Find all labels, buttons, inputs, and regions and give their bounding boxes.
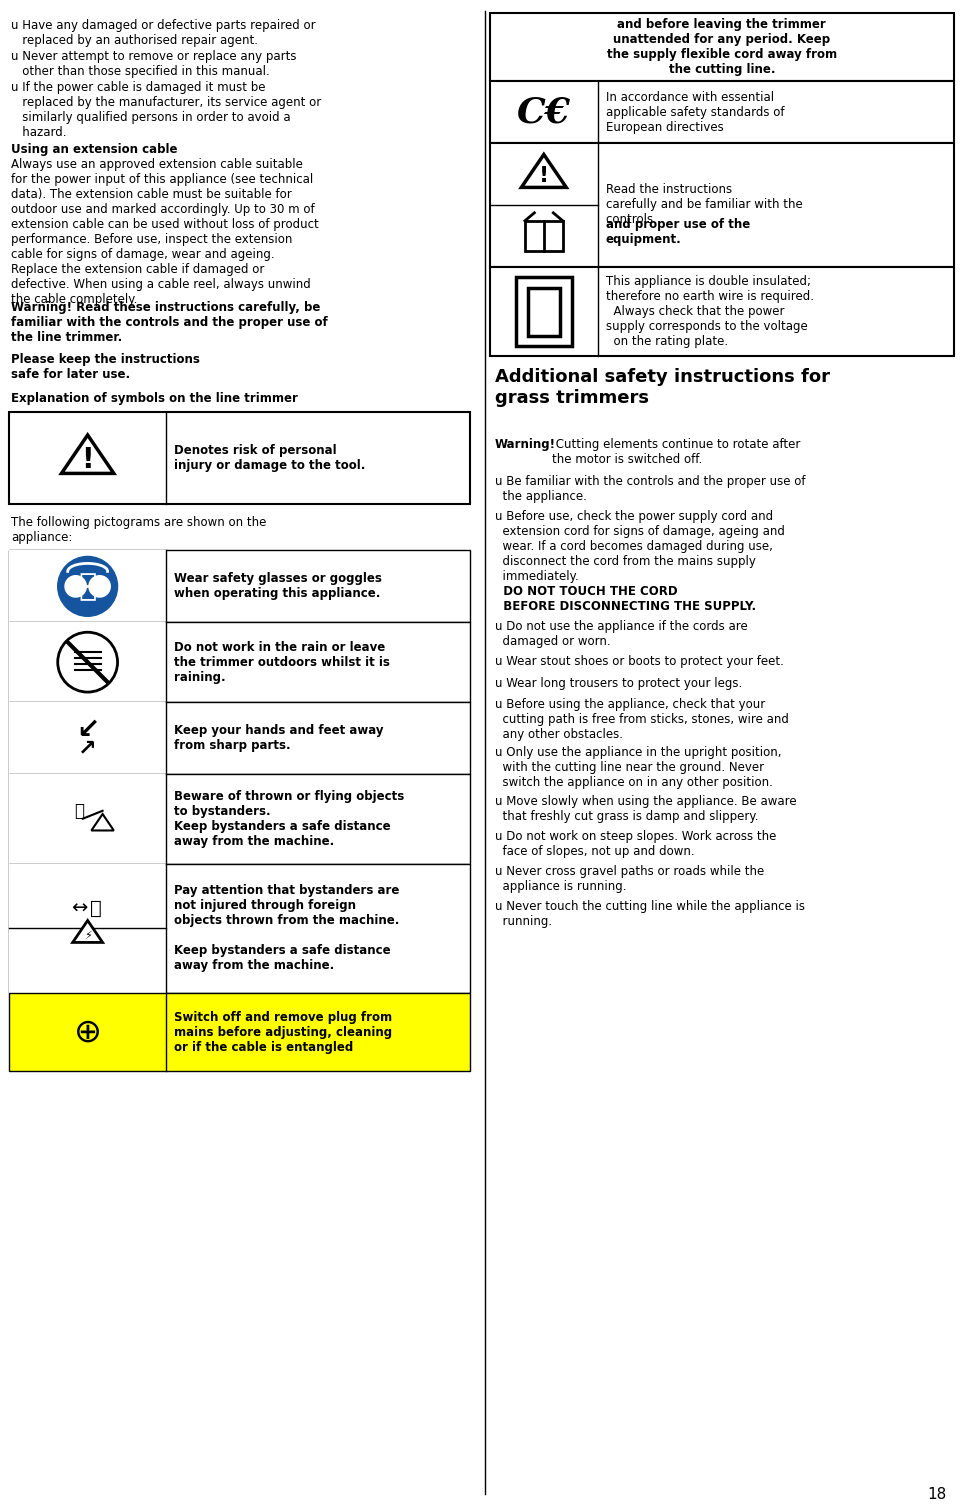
Text: Additional safety instructions for
grass trimmers: Additional safety instructions for grass… bbox=[495, 368, 830, 407]
Text: u If the power cable is damaged it must be
   replaced by the manufacturer, its : u If the power cable is damaged it must … bbox=[12, 81, 322, 139]
Text: u Wear stout shoes or boots to protect your feet.: u Wear stout shoes or boots to protect y… bbox=[495, 656, 783, 668]
Text: DO NOT TOUCH THE CORD
  BEFORE DISCONNECTING THE SUPPLY.: DO NOT TOUCH THE CORD BEFORE DISCONNECTI… bbox=[495, 585, 756, 613]
Text: Using an extension cable: Using an extension cable bbox=[12, 143, 178, 157]
Text: u Have any damaged or defective parts repaired or
   replaced by an authorised r: u Have any damaged or defective parts re… bbox=[12, 20, 316, 47]
Text: and before leaving the trimmer
unattended for any period. Keep
the supply flexib: and before leaving the trimmer unattende… bbox=[607, 18, 837, 77]
Text: ↔: ↔ bbox=[71, 900, 88, 918]
Bar bbox=[490, 14, 953, 81]
Bar bbox=[490, 81, 953, 143]
Text: ↗: ↗ bbox=[79, 738, 97, 758]
Bar bbox=[10, 775, 166, 864]
Text: u Do not work on steep slopes. Work across the
  face of slopes, not up and down: u Do not work on steep slopes. Work acro… bbox=[495, 830, 777, 857]
Circle shape bbox=[65, 576, 85, 597]
Text: 🚗: 🚗 bbox=[75, 802, 84, 820]
Circle shape bbox=[58, 633, 117, 692]
Text: u Only use the appliance in the upright position,
  with the cutting line near t: u Only use the appliance in the upright … bbox=[495, 746, 781, 790]
Text: u Before use, check the power supply cord and
  extension cord for signs of dama: u Before use, check the power supply cor… bbox=[495, 509, 785, 583]
Text: Denotes risk of personal
injury or damage to the tool.: Denotes risk of personal injury or damag… bbox=[174, 443, 365, 472]
Bar bbox=[10, 702, 470, 775]
Polygon shape bbox=[521, 155, 566, 187]
Circle shape bbox=[58, 556, 117, 616]
Text: Pay attention that bystanders are
not injured through foreign
objects thrown fro: Pay attention that bystanders are not in… bbox=[174, 885, 399, 972]
Bar bbox=[490, 143, 953, 267]
Text: The following pictograms are shown on the
appliance:: The following pictograms are shown on th… bbox=[12, 515, 267, 544]
Text: This appliance is double insulated;
therefore no earth wire is required.
  Alway: This appliance is double insulated; ther… bbox=[606, 276, 814, 348]
Text: u Be familiar with the controls and the proper use of
  the appliance.: u Be familiar with the controls and the … bbox=[495, 475, 805, 503]
Bar bbox=[525, 222, 563, 250]
Bar bbox=[10, 993, 470, 1071]
Text: Switch off and remove plug from
mains before adjusting, cleaning
or if the cable: Switch off and remove plug from mains be… bbox=[174, 1011, 392, 1053]
Text: u Move slowly when using the appliance. Be aware
  that freshly cut grass is dam: u Move slowly when using the appliance. … bbox=[495, 794, 797, 823]
Text: Warning!: Warning! bbox=[495, 439, 556, 451]
Polygon shape bbox=[91, 814, 114, 830]
Bar bbox=[10, 864, 166, 993]
Text: !: ! bbox=[82, 446, 94, 473]
Polygon shape bbox=[73, 921, 103, 942]
Text: Warning! Read these instructions carefully, be
familiar with the controls and th: Warning! Read these instructions careful… bbox=[12, 301, 328, 344]
Text: 18: 18 bbox=[927, 1486, 947, 1501]
Text: Keep your hands and feet away
from sharp parts.: Keep your hands and feet away from sharp… bbox=[174, 723, 383, 752]
Bar bbox=[10, 702, 166, 775]
Bar bbox=[528, 288, 560, 336]
Text: ⊕: ⊕ bbox=[74, 1016, 102, 1049]
Bar bbox=[10, 550, 470, 622]
Text: ↙: ↙ bbox=[76, 716, 99, 744]
Text: and proper use of the
equipment.: and proper use of the equipment. bbox=[606, 219, 750, 246]
Text: u Never attempt to remove or replace any parts
   other than those specified in : u Never attempt to remove or replace any… bbox=[12, 50, 297, 78]
Bar bbox=[10, 411, 470, 503]
Circle shape bbox=[89, 576, 109, 597]
Text: u Do not use the appliance if the cords are
  damaged or worn.: u Do not use the appliance if the cords … bbox=[495, 621, 748, 648]
Text: 🚶: 🚶 bbox=[89, 900, 102, 918]
Text: In accordance with essential
applicable safety standards of
European directives: In accordance with essential applicable … bbox=[606, 90, 784, 134]
Text: u Wear long trousers to protect your legs.: u Wear long trousers to protect your leg… bbox=[495, 677, 742, 690]
Polygon shape bbox=[61, 436, 114, 473]
Bar bbox=[516, 277, 572, 347]
Bar bbox=[10, 864, 470, 993]
Text: !: ! bbox=[539, 166, 549, 185]
Text: Beware of thrown or flying objects
to bystanders.
Keep bystanders a safe distanc: Beware of thrown or flying objects to by… bbox=[174, 790, 404, 848]
Bar bbox=[10, 622, 166, 702]
Text: Always use an approved extension cable suitable
for the power input of this appl: Always use an approved extension cable s… bbox=[12, 158, 319, 306]
Text: Read the instructions
carefully and be familiar with the
controls: Read the instructions carefully and be f… bbox=[606, 184, 803, 226]
Text: u Before using the appliance, check that your
  cutting path is free from sticks: u Before using the appliance, check that… bbox=[495, 698, 789, 741]
Bar bbox=[10, 622, 470, 702]
Text: ⚡: ⚡ bbox=[84, 931, 91, 942]
Text: Do not work in the rain or leave
the trimmer outdoors whilst it is
raining.: Do not work in the rain or leave the tri… bbox=[174, 640, 390, 684]
Text: Please keep the instructions
safe for later use.: Please keep the instructions safe for la… bbox=[12, 354, 201, 381]
Bar bbox=[10, 550, 166, 622]
Text: u Never touch the cutting line while the appliance is
  running.: u Never touch the cutting line while the… bbox=[495, 900, 804, 927]
Bar bbox=[490, 267, 953, 357]
Text: Wear safety glasses or goggles
when operating this appliance.: Wear safety glasses or goggles when oper… bbox=[174, 573, 382, 600]
Text: Cutting elements continue to rotate after
the motor is switched off.: Cutting elements continue to rotate afte… bbox=[552, 439, 801, 466]
Text: 👷: 👷 bbox=[79, 571, 97, 601]
Text: u Never cross gravel paths or roads while the
  appliance is running.: u Never cross gravel paths or roads whil… bbox=[495, 865, 764, 892]
Text: Explanation of symbols on the line trimmer: Explanation of symbols on the line trimm… bbox=[12, 392, 299, 405]
Bar bbox=[10, 775, 470, 864]
Text: C€: C€ bbox=[516, 95, 571, 130]
